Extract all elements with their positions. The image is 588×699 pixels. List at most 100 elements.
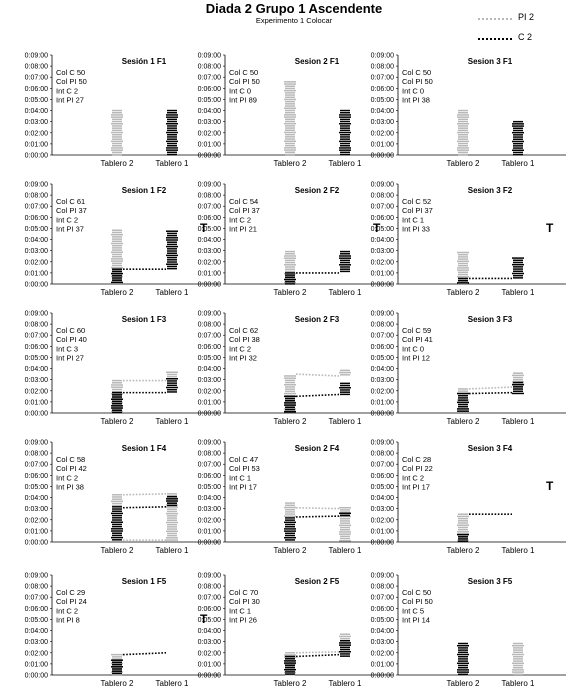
bar	[512, 381, 524, 395]
x-tick-label: Tablero 1	[502, 679, 535, 688]
stat-line: Col PI 53	[229, 464, 260, 473]
y-tick-label: 0:07:00	[198, 595, 221, 602]
stat-line: Int PI 89	[229, 96, 257, 105]
panel-title: Sesion 3 F3	[468, 315, 513, 324]
y-tick-label: 0:08:00	[198, 64, 221, 71]
stat-line: Col C 50	[402, 68, 431, 77]
panel-title: Sesion 3 F1	[468, 57, 513, 66]
y-tick-label: 0:04:00	[198, 237, 221, 244]
y-tick-label: 0:00:00	[25, 153, 48, 160]
y-tick-label: 0:03:00	[25, 377, 48, 384]
stat-line: Int PI 17	[402, 483, 430, 492]
stat-line: Int C 2	[56, 215, 78, 224]
y-tick-label: 0:04:00	[25, 108, 48, 115]
y-tick-label: 0:05:00	[25, 97, 48, 104]
y-tick-label: 0:09:00	[198, 182, 221, 189]
y-tick-label: 0:08:00	[371, 322, 394, 329]
y-tick-label: 0:07:00	[371, 462, 394, 469]
y-tick-label: 0:07:00	[25, 595, 48, 602]
x-tick-label: Tablero 1	[329, 546, 362, 555]
y-tick-label: 0:00:00	[25, 540, 48, 547]
y-tick-label: 0:04:00	[198, 366, 221, 373]
y-tick-label: 0:09:00	[198, 440, 221, 447]
y-tick-label: 0:01:00	[198, 270, 221, 277]
y-tick-label: 0:08:00	[371, 193, 394, 200]
bar	[457, 277, 469, 284]
y-tick-label: 0:06:00	[25, 215, 48, 222]
y-tick-label: 0:08:00	[25, 193, 48, 200]
y-tick-label: 0:01:00	[198, 399, 221, 406]
stat-line: Int C 2	[229, 344, 251, 353]
y-tick-label: 0:06:00	[371, 215, 394, 222]
stat-line: Int PI 14	[402, 616, 430, 625]
stat-line: Col PI 50	[402, 77, 433, 86]
panel-title: Sesion 2 F4	[295, 444, 340, 453]
y-tick-label: 0:05:00	[25, 484, 48, 491]
y-tick-label: 0:04:00	[371, 237, 394, 244]
y-tick-label: 0:06:00	[371, 473, 394, 480]
y-tick-label: 0:02:00	[25, 650, 48, 657]
y-tick-label: 0:01:00	[371, 399, 394, 406]
x-tick-label: Tablero 1	[502, 288, 535, 297]
y-tick-label: 0:02:00	[371, 130, 394, 137]
y-tick-label: 0:05:00	[371, 617, 394, 624]
y-tick-label: 0:08:00	[198, 193, 221, 200]
x-tick-label: Tablero 2	[101, 159, 134, 168]
y-tick-label: 0:01:00	[25, 528, 48, 535]
stat-line: Int C 0	[402, 86, 424, 95]
x-tick-label: Tablero 1	[502, 417, 535, 426]
x-tick-label: Tablero 1	[502, 159, 535, 168]
y-tick-label: 0:03:00	[371, 119, 394, 126]
stat-line: Int PI 21	[229, 225, 257, 234]
y-tick-label: 0:09:00	[371, 311, 394, 318]
stat-line: Col C 59	[402, 326, 431, 335]
x-tick-label: Tablero 1	[502, 546, 535, 555]
stat-line: Col PI 30	[229, 597, 260, 606]
y-tick-label: 0:00:00	[198, 673, 221, 680]
y-tick-label: 0:00:00	[25, 411, 48, 418]
y-tick-label: 0:04:00	[198, 495, 221, 502]
bar	[339, 369, 351, 376]
stat-line: Col PI 41	[402, 335, 433, 344]
y-tick-label: 0:09:00	[198, 573, 221, 580]
y-tick-label: 0:07:00	[371, 204, 394, 211]
x-tick-label: Tablero 1	[156, 288, 189, 297]
y-tick-label: 0:03:00	[371, 248, 394, 255]
stat-line: Col PI 38	[229, 335, 260, 344]
bar	[339, 512, 351, 517]
y-tick-label: 0:07:00	[371, 595, 394, 602]
y-tick-label: 0:06:00	[198, 473, 221, 480]
x-tick-label: Tablero 2	[447, 417, 480, 426]
chart-title: Diada 2 Grupo 1 Ascendente	[205, 1, 383, 16]
y-tick-label: 0:03:00	[25, 119, 48, 126]
bar	[339, 250, 351, 273]
y-tick-label: 0:06:00	[25, 344, 48, 351]
bar	[284, 655, 296, 675]
x-tick-label: Tablero 1	[329, 159, 362, 168]
stat-line: Int C 2	[402, 473, 424, 482]
y-tick-label: 0:09:00	[371, 573, 394, 580]
y-tick-label: 0:02:00	[198, 388, 221, 395]
bar	[339, 109, 351, 156]
chart-subtitle: Experimento 1 Colocar	[255, 16, 333, 25]
y-tick-label: 0:05:00	[371, 484, 394, 491]
y-tick-label: 0:00:00	[371, 282, 394, 289]
y-tick-label: 0:03:00	[371, 377, 394, 384]
y-tick-label: 0:07:00	[25, 75, 48, 82]
y-tick-label: 0:04:00	[371, 366, 394, 373]
y-tick-label: 0:03:00	[198, 248, 221, 255]
y-tick-label: 0:09:00	[371, 182, 394, 189]
y-tick-label: 0:09:00	[25, 182, 48, 189]
y-tick-label: 0:06:00	[25, 606, 48, 613]
y-tick-label: 0:00:00	[198, 153, 221, 160]
panel-title: Sesion 2 F5	[295, 577, 340, 586]
x-tick-label: Tablero 2	[447, 288, 480, 297]
panel-title: Sesion 1 F5	[122, 577, 167, 586]
bar	[284, 517, 296, 541]
y-tick-label: 0:02:00	[371, 388, 394, 395]
bar	[166, 377, 178, 393]
bar	[111, 109, 123, 156]
y-tick-label: 0:02:00	[371, 650, 394, 657]
y-tick-label: 0:04:00	[25, 366, 48, 373]
